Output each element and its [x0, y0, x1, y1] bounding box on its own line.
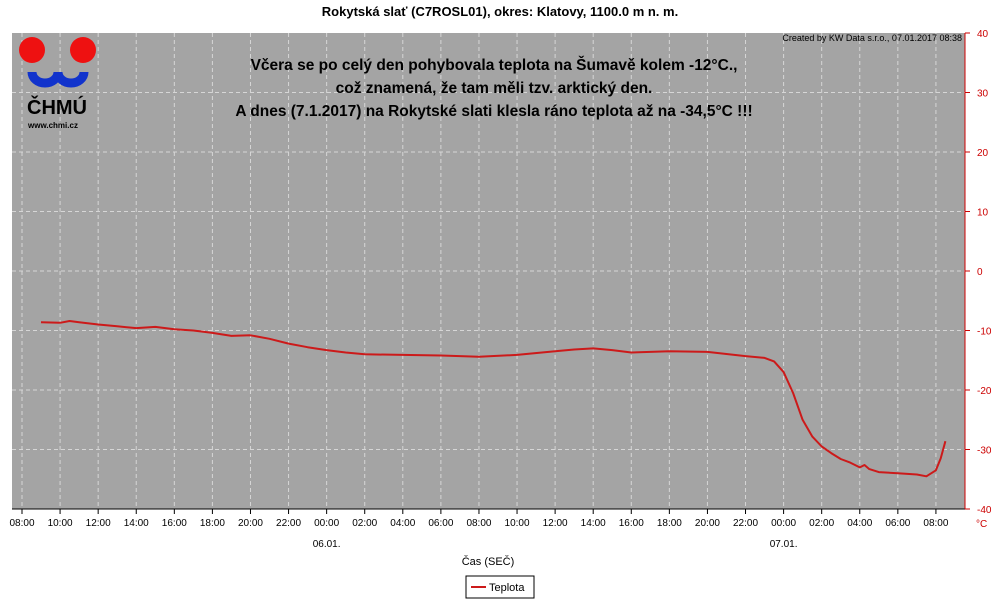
legend-label: Teplota: [489, 582, 525, 594]
date-labels: 06.01. 07.01.: [313, 539, 798, 550]
x-tick-label: 04:00: [847, 518, 872, 529]
annotation-line-1: Včera se po celý den pohybovala teplota …: [251, 56, 738, 74]
logo-url: www.chmi.cz: [27, 121, 78, 130]
x-ticks: 08:00 10:00 12:00 14:00 16:00 18:00 20:00 22:00…: [9, 509, 949, 529]
x-tick-label: 20:00: [695, 518, 720, 529]
y-tick-label: 30: [977, 89, 989, 100]
grid: [12, 33, 965, 509]
x-tick-label: 14:00: [581, 518, 606, 529]
x-tick-label: 14:00: [124, 518, 149, 529]
x-tick-label: 22:00: [733, 518, 758, 529]
chmi-logo: ČHMÚ www.chmi.cz: [19, 37, 96, 130]
x-tick-label: 18:00: [657, 518, 682, 529]
x-tick-label: 18:00: [200, 518, 225, 529]
x-tick-label: 12:00: [86, 518, 111, 529]
y-tick-label: 10: [977, 208, 989, 219]
x-tick-label: 00:00: [314, 518, 339, 529]
y-tick-label: 40: [977, 29, 989, 40]
x-tick-label: 16:00: [619, 518, 644, 529]
x-tick-label: 02:00: [352, 518, 377, 529]
legend-box: [465, 575, 535, 599]
date-label: 07.01.: [770, 539, 798, 550]
x-tick-label: 10:00: [48, 518, 73, 529]
x-tick-label: 20:00: [238, 518, 263, 529]
annotation-line-2: což znamená, že tam měli tzv. arktický d…: [336, 80, 653, 97]
x-tick-label: 08:00: [9, 518, 34, 529]
y-tick-label: -20: [977, 386, 992, 397]
annotation-line-3: A dnes (7.1.2017) na Rokytské slati kles…: [235, 103, 752, 120]
y-tick-label: -30: [977, 446, 992, 457]
y-tick-label: 20: [977, 148, 989, 159]
legend: Teplota: [465, 575, 535, 599]
logo-name: ČHMÚ: [27, 95, 87, 119]
x-tick-label: 06:00: [428, 518, 453, 529]
x-tick-label: 16:00: [162, 518, 187, 529]
x-tick-label: 08:00: [923, 518, 948, 529]
y-tick-label: 0: [977, 267, 983, 278]
y-ticks: 40 30 20 10 0 -10 -20 -30 -40: [965, 29, 992, 516]
x-tick-label: 06:00: [885, 518, 910, 529]
logo-red-circle: [70, 37, 96, 63]
x-tick-label: 08:00: [466, 518, 491, 529]
x-tick-label: 02:00: [809, 518, 834, 529]
y-unit-label: °C: [976, 519, 987, 530]
x-tick-label: 00:00: [771, 518, 796, 529]
x-axis-label: Čas (SEČ): [462, 555, 515, 568]
annotation: Včera se po celý den pohybovala teplota …: [235, 56, 752, 120]
x-tick-label: 04:00: [390, 518, 415, 529]
chart-title: Rokytská slať (C7ROSL01), okres: Klatovy…: [322, 4, 678, 19]
x-tick-label: 22:00: [276, 518, 301, 529]
logo-blue-wave: [27, 71, 89, 88]
series-line-teplota: [40, 320, 947, 478]
x-tick-label: 10:00: [505, 518, 530, 529]
date-label: 06.01.: [313, 539, 341, 550]
credit-text: Created by KW Data s.r.o., 07.01.2017 08…: [782, 33, 962, 43]
logo-red-circle: [19, 37, 45, 63]
y-tick-label: -10: [977, 327, 992, 338]
x-tick-label: 12:00: [543, 518, 568, 529]
y-tick-label: -40: [977, 505, 992, 516]
